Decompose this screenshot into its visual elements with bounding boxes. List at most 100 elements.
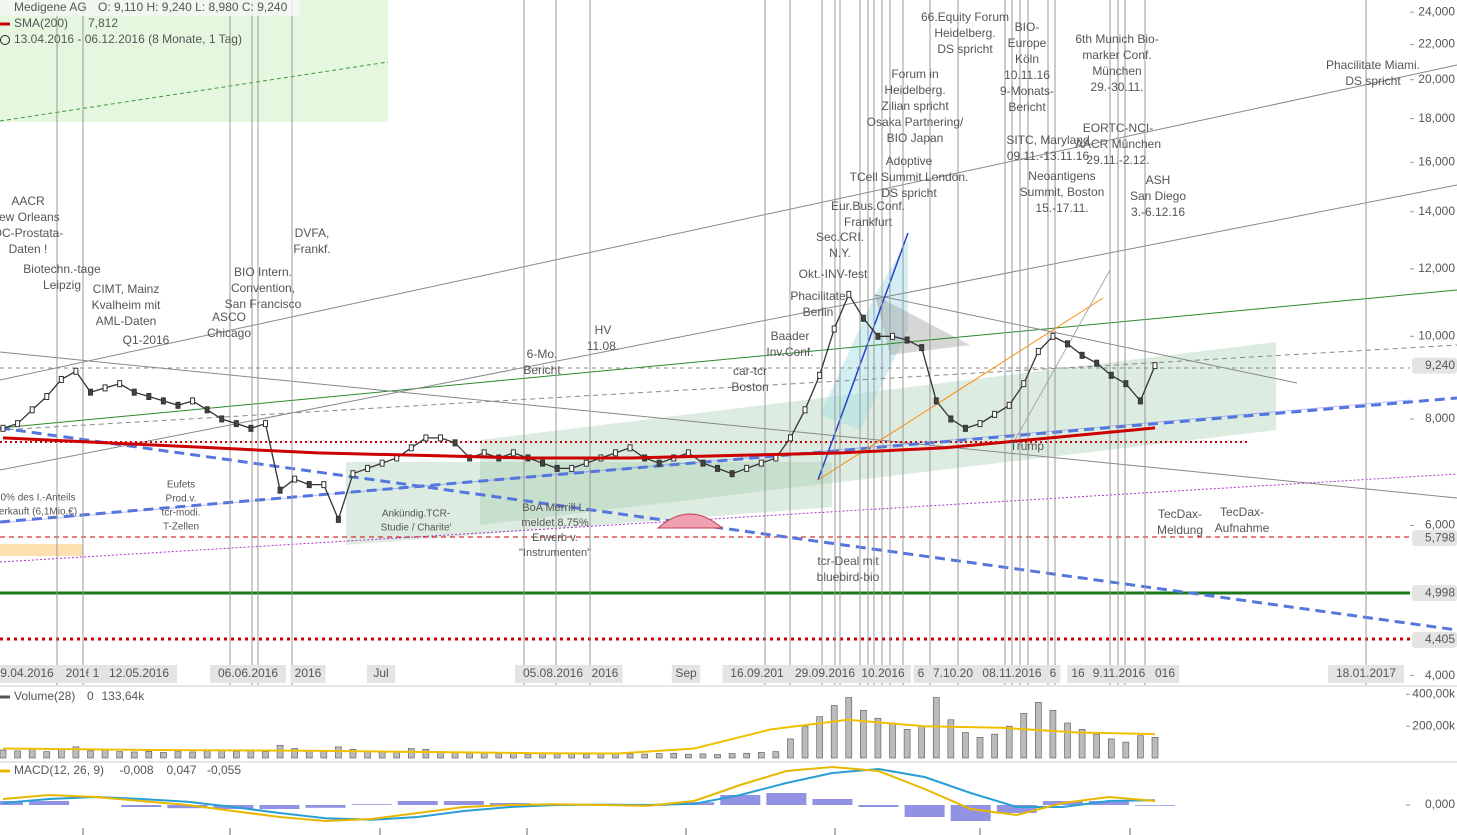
volume-bar [0,749,7,759]
annotation: Daten ! [9,242,48,256]
x-tick-label: 1 [93,666,100,680]
candle [540,459,546,467]
annotation: Frankf. [293,242,330,256]
y-tick-label: 400,00k [1412,687,1456,701]
macd-histogram [29,801,70,805]
volume-bar [189,751,196,759]
volume-average [2,718,1156,755]
annotation: TecDax- [1220,505,1264,519]
x-tick-label: 06.06.2016 [218,666,278,680]
y-tick-label: 4,000 [1425,668,1455,682]
volume-bar [1137,735,1144,759]
x-tick-label: 18.01.2017 [1336,666,1396,680]
x-tick-bg [1328,665,1404,683]
x-tick-label: 9.04.2016 [0,666,54,680]
volume-bar [772,751,780,759]
candle [15,420,21,428]
candle [58,375,64,383]
y-tick-label: 14,000 [1418,204,1455,218]
macd-histogram [1088,801,1129,805]
macd-legend: MACD(12, 26, 9) [14,763,104,777]
annotation: Inv.Conf. [766,345,813,359]
annotation: Biotechn.-tage [23,262,101,276]
date-range: 13.04.2016 - 06.12.2016 (8 Monate, 1 Tag… [14,32,242,46]
volume-bar [130,751,138,759]
macd-histogram [305,805,346,808]
annotation: 11.08. [587,339,619,353]
annotation: Adoptive [886,154,933,168]
annotation: Convention, [231,281,295,295]
candle [1137,397,1143,405]
candle [962,424,968,432]
candle [190,397,196,405]
candle [817,371,823,379]
candle [175,401,181,409]
candle [583,459,589,467]
macd-histogram [443,801,484,805]
annotation: tcr-Deal mit [817,554,879,568]
annotation: Köln [1015,52,1039,66]
annotation: Baader [771,329,810,343]
x-tick-label: 016 [1155,666,1175,680]
y-tick-label: 18,000 [1418,111,1455,125]
volume-bar [830,705,838,759]
volume-legend: Volume(28) [14,689,75,703]
volume-bar [757,752,765,759]
candle [481,449,487,457]
annotation: marker Conf. [1082,48,1151,62]
x-tick-bg [1084,665,1154,683]
marker [0,544,83,556]
trend-line [0,426,1457,632]
annotation: Studie / Charite' [381,523,452,534]
price-badge-label: 4,998 [1425,585,1455,599]
volume-bar [72,746,80,759]
macd-histogram [489,803,530,805]
macd-line [2,765,1156,823]
volume-bar [889,722,896,759]
candle [1035,347,1041,355]
volume-bar [801,725,809,759]
annotation: N.Y. [829,246,851,260]
annotation: Summit, Boston [1020,185,1105,199]
annotation: Eur.Bus.Conf. [831,199,905,213]
annotation: lew Orleans [0,210,60,224]
annotation: Neoantigens [1028,169,1095,183]
annotation: 3.-6.12.16 [1131,205,1185,219]
candle [204,406,210,414]
volume-bar [43,751,51,759]
y-tick-label: 16,000 [1418,154,1455,168]
annotation: EORTC-NCI- [1083,121,1153,135]
volume-bar [845,697,853,759]
sma-name: SMA(200) [14,16,68,30]
candle [744,464,750,472]
candle [233,420,239,428]
macd-histogram [812,799,853,805]
candle [73,367,79,375]
candle [992,410,998,418]
candle [700,459,706,467]
trend-line [0,184,1457,471]
volume-bar [1064,722,1071,759]
x-tick-bg [101,665,177,683]
trend-line [0,351,1457,499]
y-tick-label: 24,000 [1418,4,1455,18]
annotation: Boston [731,380,768,394]
volume-bar [495,753,503,759]
price-line [2,426,1156,460]
x-tick-label: 2016 [295,666,322,680]
volume-bar [976,737,984,759]
volume-bar [568,753,576,759]
header-bg [0,0,300,16]
volume-bar [58,748,65,759]
candle [685,449,691,457]
x-tick-label: 10.2016 [861,666,905,680]
candle [306,481,312,489]
annotation: München [1092,64,1141,78]
volume-bar [1005,725,1013,759]
annotation: Eufets [167,480,195,491]
trend-line [0,396,1457,524]
candle [219,415,225,423]
annotation: 10.11.16 [1004,68,1050,82]
candle [715,464,721,472]
annotation: DVFA, [295,226,330,240]
